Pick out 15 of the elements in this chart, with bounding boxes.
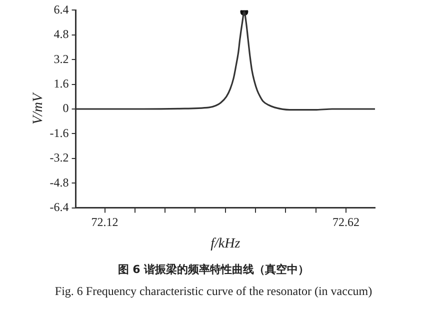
- y-tick-label: 3.2: [54, 52, 69, 66]
- y-axis-title: V/mV: [31, 92, 46, 125]
- y-tick-label: -3.2: [50, 150, 69, 165]
- y-tick-label: -6.4: [50, 200, 69, 214]
- text: Fig. 6 Frequency characteristic curve of the resonator (in vaccum): [54, 284, 374, 299]
- y-tick-label: 6.4: [54, 2, 69, 16]
- text: 图 6 谐振梁的频率特性曲线（真空中）: [116, 262, 310, 277]
- y-tick-label: -1.6: [50, 126, 69, 140]
- x-tick-label: 72.62: [332, 215, 360, 230]
- y-tick-label: -4.8: [50, 175, 69, 190]
- y-tick-label: 0: [62, 101, 69, 116]
- x-axis-title: f/kHz: [210, 236, 241, 252]
- x-tick-label: 72.12: [91, 215, 118, 230]
- y-tick-label: 4.8: [54, 27, 69, 42]
- y-tick-label: 1.6: [54, 76, 69, 90]
